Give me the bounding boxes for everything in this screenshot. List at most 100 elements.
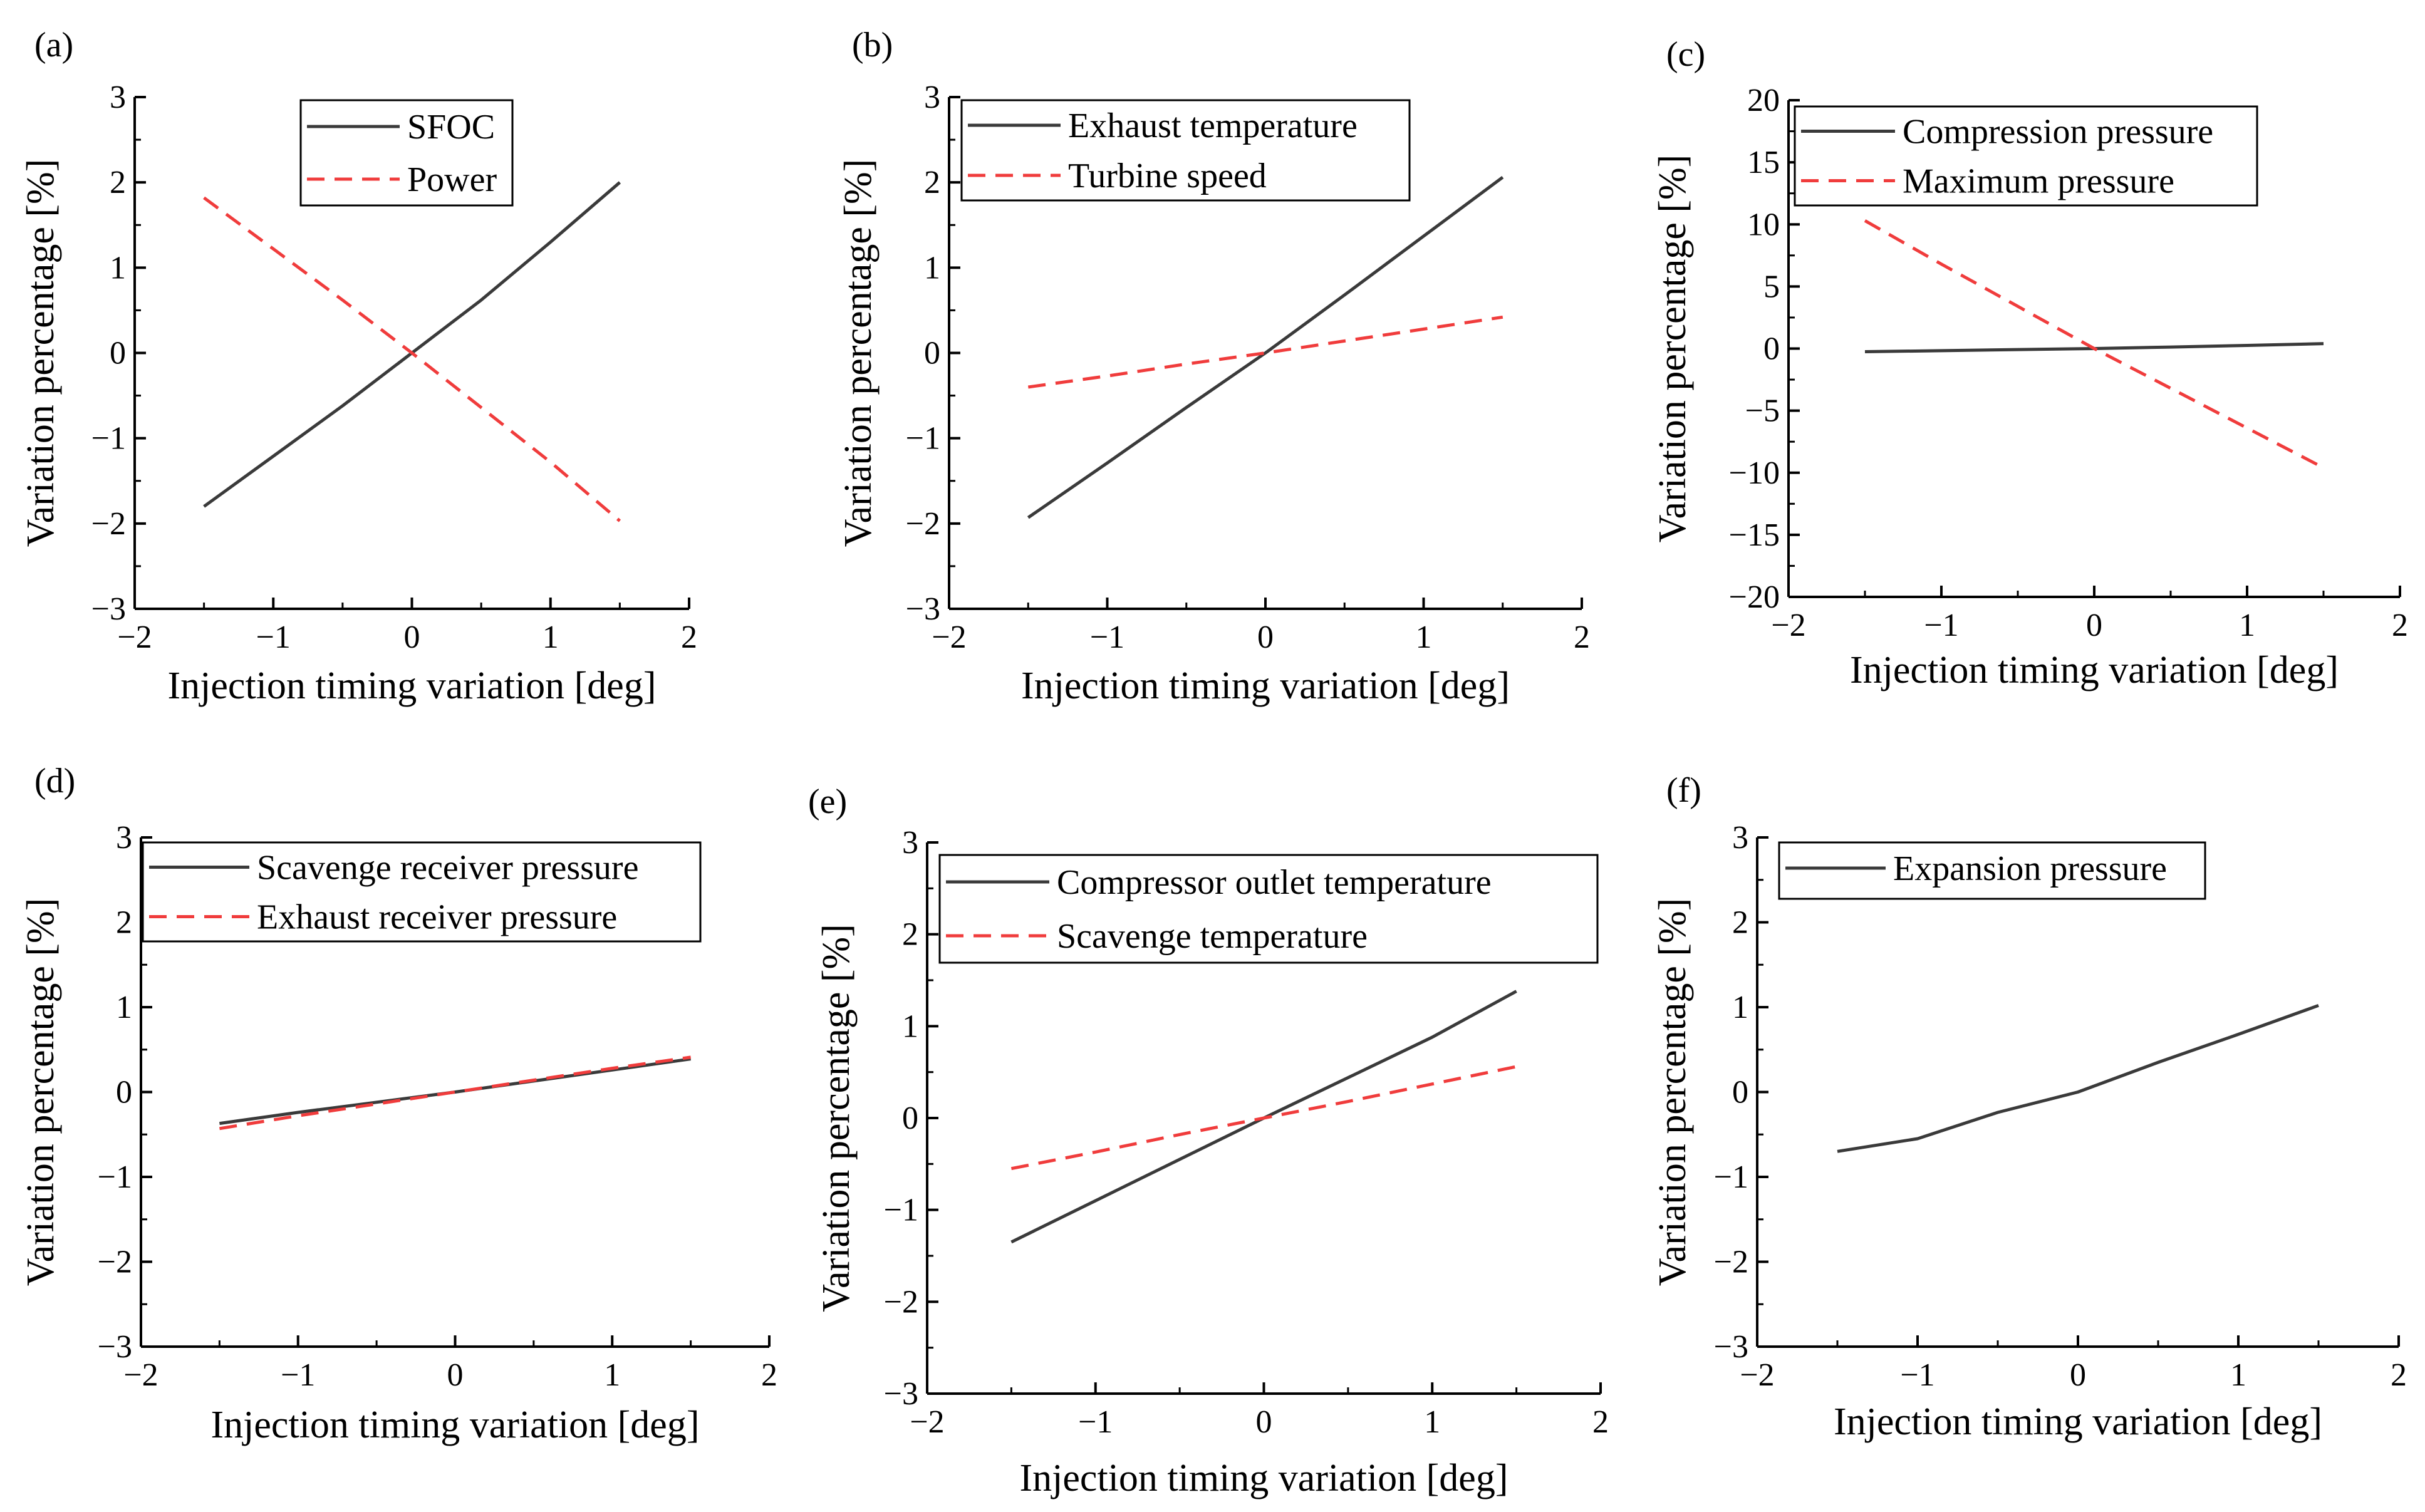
legend: Scavenge receiver pressure Exhaust receiv…	[142, 841, 702, 943]
y-tick-label: −20	[1729, 579, 1780, 615]
panel-label: (a)	[34, 26, 73, 65]
y-tick-label: 3	[116, 820, 132, 856]
x-tick-label: −2	[1771, 608, 1805, 643]
y-tick-label: −2	[91, 506, 126, 542]
x-axis-title: Injection timing variation [deg]	[168, 665, 657, 707]
series-line-solid	[203, 181, 621, 508]
y-tick-label: 2	[902, 917, 918, 953]
panel-label: (f)	[1666, 771, 1701, 810]
y-tick-label: −1	[91, 421, 126, 457]
series-line-dashed	[219, 1055, 691, 1131]
x-tick-label: 1	[543, 619, 559, 655]
legend: SFOC Power	[299, 99, 514, 207]
y-tick-label: 2	[1732, 905, 1748, 941]
legend-box	[1778, 841, 2206, 900]
x-tick-label: 2	[681, 619, 697, 655]
legend: Compression pressure Maximum pressure	[1794, 105, 2258, 207]
panel-label: (b)	[852, 26, 893, 65]
x-tick-label: −1	[1900, 1357, 1934, 1393]
panel-label: (c)	[1666, 35, 1705, 74]
x-tick-label: 0	[404, 619, 420, 655]
legend-label: Expansion pressure	[1893, 849, 2167, 888]
y-tick-label: 3	[902, 825, 918, 861]
x-tick-label: −1	[1090, 619, 1124, 655]
series-line-dashed	[1864, 219, 2325, 470]
x-tick-label: 1	[1416, 619, 1432, 655]
x-tick-label: 2	[1574, 619, 1590, 655]
x-tick-label: 2	[2391, 1357, 2407, 1393]
legend-label: Scavenge temperature	[1057, 917, 1368, 956]
y-axis-title: Variation percentage [%]	[1651, 155, 1694, 543]
legend-box	[960, 99, 1411, 202]
legend-box	[299, 99, 514, 207]
legend-label: Compressor outlet temperature	[1057, 863, 1492, 902]
x-tick-label: 1	[2230, 1357, 2246, 1393]
x-tick-label: 0	[1257, 619, 1274, 655]
y-axis-title: Variation percentage [%]	[1651, 898, 1694, 1287]
panel-label: (d)	[34, 762, 75, 800]
legend-label: Turbine speed	[1068, 157, 1267, 195]
x-tick-label: −1	[256, 619, 291, 655]
series-line-solid	[1837, 1003, 2319, 1153]
legend-box	[142, 841, 702, 943]
legend-label: Scavenge receiver pressure	[257, 849, 638, 888]
x-tick-label: 0	[1256, 1404, 1272, 1440]
legend-label: Exhaust temperature	[1068, 106, 1358, 145]
y-tick-label: 2	[110, 165, 126, 200]
y-tick-label: 0	[110, 336, 126, 371]
x-tick-label: −2	[910, 1404, 944, 1440]
y-tick-label: −3	[98, 1329, 132, 1365]
x-tick-label: −1	[1078, 1404, 1113, 1440]
y-tick-label: 0	[1763, 331, 1780, 367]
series-line-dashed	[203, 196, 621, 522]
y-tick-label: −2	[884, 1284, 918, 1320]
x-axis-title: Injection timing variation [deg]	[1020, 1457, 1508, 1499]
legend-label: Compression pressure	[1903, 113, 2213, 152]
series-line-dashed	[1027, 315, 1503, 389]
y-axis-title: Variation percentage [%]	[19, 898, 62, 1287]
series-line-solid	[219, 1057, 691, 1126]
y-tick-label: −3	[906, 591, 940, 627]
y-tick-label: −1	[906, 421, 940, 457]
y-axis-title: Variation percentage [%]	[19, 159, 62, 547]
x-axis-title: Injection timing variation [deg]	[1850, 649, 2339, 691]
legend-box	[1794, 105, 2258, 207]
x-tick-label: −2	[117, 619, 152, 655]
legend: Compressor outlet temperature Scavenge te…	[938, 854, 1599, 964]
x-tick-label: 0	[447, 1357, 464, 1393]
legend: Expansion pressure	[1778, 841, 2206, 900]
x-tick-label: 2	[761, 1357, 777, 1393]
panel-label: (e)	[808, 782, 847, 821]
y-tick-label: 1	[1732, 990, 1748, 1025]
y-axis-title: Variation percentage [%]	[837, 159, 880, 547]
y-tick-label: 1	[924, 250, 940, 286]
y-tick-label: 5	[1763, 269, 1780, 304]
y-tick-label: −3	[91, 591, 126, 627]
y-tick-label: −2	[906, 506, 940, 542]
y-tick-label: 2	[116, 905, 132, 941]
y-tick-label: 1	[110, 250, 126, 286]
y-tick-label: −10	[1729, 455, 1780, 491]
y-tick-label: 0	[902, 1100, 918, 1136]
y-tick-label: 20	[1747, 83, 1780, 118]
y-axis-title: Variation percentage [%]	[815, 924, 858, 1312]
x-axis-title: Injection timing variation [deg]	[1021, 665, 1510, 707]
legend-label: Power	[407, 160, 497, 199]
legend: Exhaust temperature Turbine speed	[960, 99, 1411, 202]
y-tick-label: 2	[924, 165, 940, 200]
x-axis-title: Injection timing variation [deg]	[1834, 1401, 2322, 1443]
y-tick-label: 3	[110, 80, 126, 115]
x-tick-label: 0	[2086, 608, 2102, 643]
y-tick-label: −2	[98, 1245, 132, 1280]
y-tick-label: 1	[902, 1008, 918, 1044]
x-tick-label: −2	[123, 1357, 158, 1393]
legend-box	[938, 854, 1599, 964]
y-tick-label: 0	[116, 1075, 132, 1111]
y-tick-label: 15	[1747, 145, 1780, 180]
y-tick-label: 0	[924, 336, 940, 371]
x-tick-label: −2	[932, 619, 966, 655]
